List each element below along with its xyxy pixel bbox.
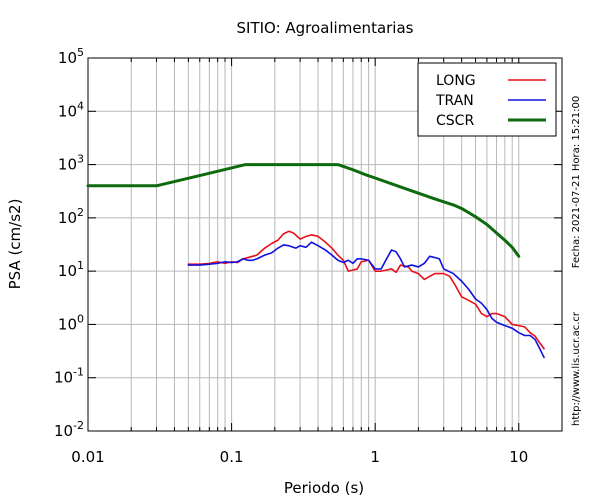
legend: LONG TRAN CSCR [417,62,557,137]
x-tick-label: 0.1 [220,448,244,466]
legend-label-long: LONG [436,73,476,89]
x-tick-label: 0.01 [71,448,104,466]
y-tick-labels: 10-2 10-1 100 101 102 103 104 105 [54,46,84,440]
data-series [86,163,545,359]
y-tick-label: 10-1 [54,366,84,387]
grid-lines [88,58,562,431]
y-tick-label: 105 [58,46,84,67]
x-axis-label: Periodo (s) [284,479,364,497]
y-tick-label: 101 [58,259,84,280]
x-tick-label: 10 [509,448,528,466]
y-tick-label: 10-2 [54,419,84,440]
series-line-tran [187,241,545,359]
y-axis-label: PSA (cm/s2) [6,199,24,290]
y-tick-label: 100 [58,312,84,333]
legend-label-tran: TRAN [435,93,474,109]
series-line-long [187,230,545,350]
series-line-cscr [86,163,521,258]
plot-frame [87,57,563,432]
y-tick-label: 102 [58,206,84,227]
y-tick-label: 103 [58,153,84,174]
axis-ticks [87,57,563,432]
date-time-label: Fecha: 2021-07-21 Hora: 15:21:00 [571,96,582,269]
x-tick-labels: 0.01 0.1 1 10 [71,448,528,466]
chart-title: SITIO: Agroalimentarias [237,19,414,37]
source-url-label: http://www.lis.ucr.ac.cr [571,311,582,426]
x-tick-label: 1 [370,448,380,466]
legend-label-cscr: CSCR [436,113,474,129]
y-tick-label: 104 [58,99,84,120]
